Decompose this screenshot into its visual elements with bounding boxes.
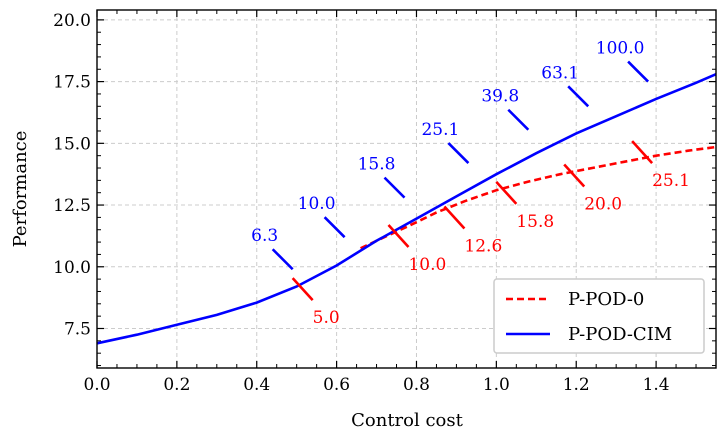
x-tick-label: 1.0 [483, 375, 510, 395]
y-tick-label: 17.5 [53, 73, 91, 93]
blue-annotation-marker [447, 142, 470, 164]
y-axis-title: Performance [10, 131, 31, 248]
y-tick-label: 12.5 [53, 196, 91, 216]
red-annotation-label: 12.6 [464, 237, 502, 257]
annotation-layer: 5.0 10.0 12.6 15.8 20.0 25.1 6.3 10.0 15.8 25.1 39… [251, 39, 690, 329]
x-tick-label: 0.8 [403, 375, 430, 395]
blue-annotation-marker [507, 108, 530, 131]
red-annotation-marker [631, 140, 654, 164]
blue-annotation-label: 63.1 [541, 63, 579, 83]
x-tick-label: 0.2 [163, 375, 190, 395]
y-tick-label: 15.0 [53, 134, 91, 154]
red-annotation-label: 25.1 [652, 171, 690, 191]
blue-annotation-label: 10.0 [298, 194, 336, 214]
blue-annotation-label: 100.0 [596, 39, 645, 59]
series-line-p-pod-0 [360, 145, 717, 250]
y-tick-label: 7.5 [64, 319, 91, 339]
blue-annotation-marker [383, 176, 406, 199]
legend-label-p-pod-cim: P-POD-CIM [568, 324, 672, 345]
red-annotation-label: 20.0 [584, 195, 622, 215]
axes-frame [96, 9, 717, 369]
legend: P-POD-0 P-POD-CIM [493, 278, 705, 354]
plot-frame [96, 9, 717, 369]
blue-annotation-marker [567, 85, 590, 108]
red-annotation-label: 15.8 [516, 212, 554, 232]
x-axis-title: Control cost [351, 410, 464, 431]
blue-annotation-marker [627, 60, 650, 83]
x-tick-label: 1.2 [563, 375, 590, 395]
blue-annotation-label: 25.1 [421, 120, 459, 140]
x-tick-label: 1.4 [643, 375, 670, 395]
red-annotation-marker [495, 180, 518, 205]
y-tick-label: 20.0 [53, 11, 91, 31]
tick-layer: 0.0 0.2 0.4 0.6 0.8 1.0 1.2 1.4 7.5 10.0 12.5 15.0 1… [53, 10, 716, 395]
blue-annotation-marker [271, 248, 294, 271]
grid [96, 10, 716, 368]
series-layer [96, 73, 717, 345]
red-annotation-marker [291, 277, 314, 301]
x-tick-label: 0.0 [83, 375, 110, 395]
blue-annotation-label: 39.8 [481, 87, 519, 107]
blue-annotation-marker [323, 216, 346, 239]
x-tick-label: 0.6 [323, 375, 350, 395]
red-annotation-label: 10.0 [408, 255, 446, 275]
x-tick-label: 0.4 [243, 375, 270, 395]
blue-annotation-label: 15.8 [358, 155, 396, 175]
blue-annotation-label: 6.3 [251, 226, 278, 246]
red-annotation-marker [443, 205, 466, 230]
red-annotation-label: 5.0 [313, 308, 340, 328]
legend-label-p-pod-0: P-POD-0 [568, 289, 644, 310]
red-annotation-marker [387, 224, 410, 248]
red-annotation-marker [563, 163, 586, 188]
series-line-p-pod-cim [96, 73, 717, 345]
y-tick-label: 10.0 [53, 258, 91, 278]
